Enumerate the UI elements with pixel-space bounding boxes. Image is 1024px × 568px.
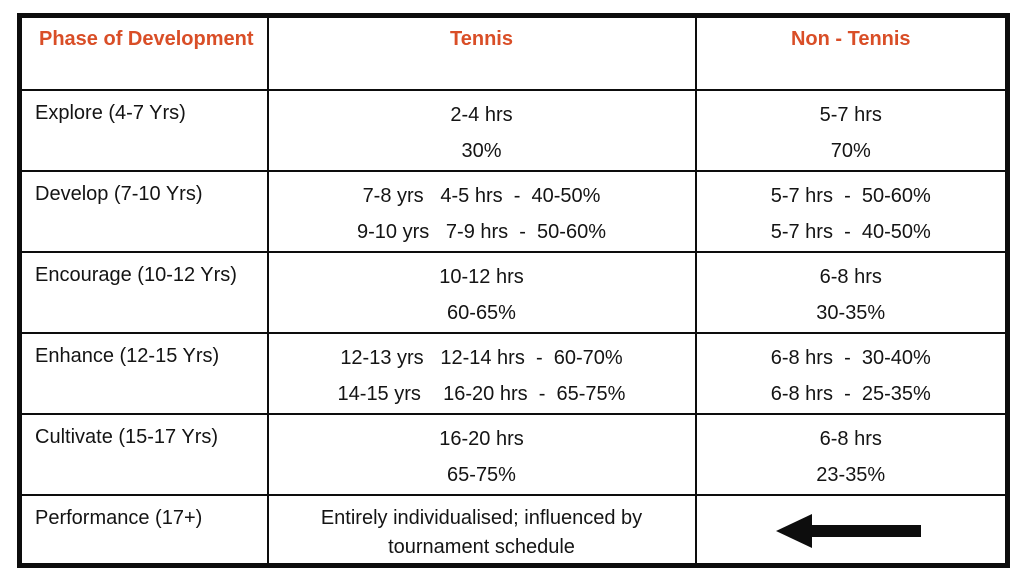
cell-line: 6-8 hrs - 25-35% [770, 383, 931, 405]
cell-line: 14-15 yrs 16-20 hrs - 65-75% [337, 383, 626, 405]
cell-line: 16-20 hrs [439, 428, 524, 450]
cell-line: 5-7 hrs - 50-60% [770, 185, 931, 207]
col-header-non-tennis: Non - Tennis [694, 14, 1009, 91]
phase-label: Explore (4-7 Yrs) [18, 89, 269, 172]
tennis-cell: 2-4 hrs 30% [266, 89, 697, 172]
tennis-cell: 12-13 yrs 12-14 hrs - 60-70% 14-15 yrs 1… [266, 332, 697, 415]
non-tennis-cell: 6-8 hrs 23-35% [694, 413, 1009, 496]
phase-label: Performance (17+) [18, 494, 269, 567]
training-hours-table: Phase of Development Tennis Non - Tennis… [17, 13, 1010, 568]
cell-line: 60-65% [447, 302, 516, 324]
tennis-cell: 16-20 hrs 65-75% [266, 413, 697, 496]
cell-line: 12-13 yrs 12-14 hrs - 60-70% [340, 347, 623, 369]
table-row-enhance: Enhance (12-15 Yrs) 12-13 yrs 12-14 hrs … [18, 332, 1009, 415]
cell-line: 6-8 hrs - 30-40% [770, 347, 931, 369]
header-row: Phase of Development Tennis Non - Tennis [18, 14, 1009, 91]
non-tennis-cell [694, 494, 1009, 567]
tennis-cell: 7-8 yrs 4-5 hrs - 40-50% 9-10 yrs 7-9 hr… [266, 170, 697, 253]
col-header-phase: Phase of Development [18, 14, 269, 91]
phase-label: Cultivate (15-17 Yrs) [18, 413, 269, 496]
cell-line: 10-12 hrs [439, 266, 524, 288]
table-row-explore: Explore (4-7 Yrs) 2-4 hrs 30% 5-7 hrs 70… [18, 89, 1009, 172]
cell-line: 2-4 hrs [450, 104, 513, 126]
table-row-encourage: Encourage (10-12 Yrs) 10-12 hrs 60-65% 6… [18, 251, 1009, 334]
non-tennis-cell: 5-7 hrs 70% [694, 89, 1009, 172]
non-tennis-cell: 6-8 hrs 30-35% [694, 251, 1009, 334]
table-row-performance: Performance (17+) Entirely individualise… [18, 494, 1009, 567]
cell-line: 5-7 hrs [819, 104, 882, 126]
cell-line: 5-7 hrs - 40-50% [770, 221, 931, 243]
table-row-develop: Develop (7-10 Yrs) 7-8 yrs 4-5 hrs - 40-… [18, 170, 1009, 253]
cell-line: 6-8 hrs [819, 266, 882, 288]
cell-line: 23-35% [816, 464, 886, 486]
phase-label: Enhance (12-15 Yrs) [18, 332, 269, 415]
cell-line: 70% [830, 140, 871, 162]
tennis-cell: 10-12 hrs 60-65% [266, 251, 697, 334]
cell-line: 30% [461, 140, 502, 162]
cell-line: 6-8 hrs [819, 428, 882, 450]
non-tennis-cell: 5-7 hrs - 50-60% 5-7 hrs - 40-50% [694, 170, 1009, 253]
tennis-cell: Entirely individualised; influenced by t… [266, 494, 697, 567]
cell-line: tournament schedule [388, 536, 575, 558]
phase-label: Develop (7-10 Yrs) [18, 170, 269, 253]
cell-line: 7-8 yrs 4-5 hrs - 40-50% [362, 185, 601, 207]
cell-line: 9-10 yrs 7-9 hrs - 50-60% [357, 221, 606, 243]
col-header-tennis: Tennis [266, 14, 697, 91]
left-arrow-icon [775, 514, 921, 548]
non-tennis-cell: 6-8 hrs - 30-40% 6-8 hrs - 25-35% [694, 332, 1009, 415]
phase-label: Encourage (10-12 Yrs) [18, 251, 269, 334]
cell-line: 65-75% [447, 464, 516, 486]
table-row-cultivate: Cultivate (15-17 Yrs) 16-20 hrs 65-75% 6… [18, 413, 1009, 496]
cell-line: 30-35% [816, 302, 886, 324]
cell-line: Entirely individualised; influenced by [320, 507, 643, 529]
